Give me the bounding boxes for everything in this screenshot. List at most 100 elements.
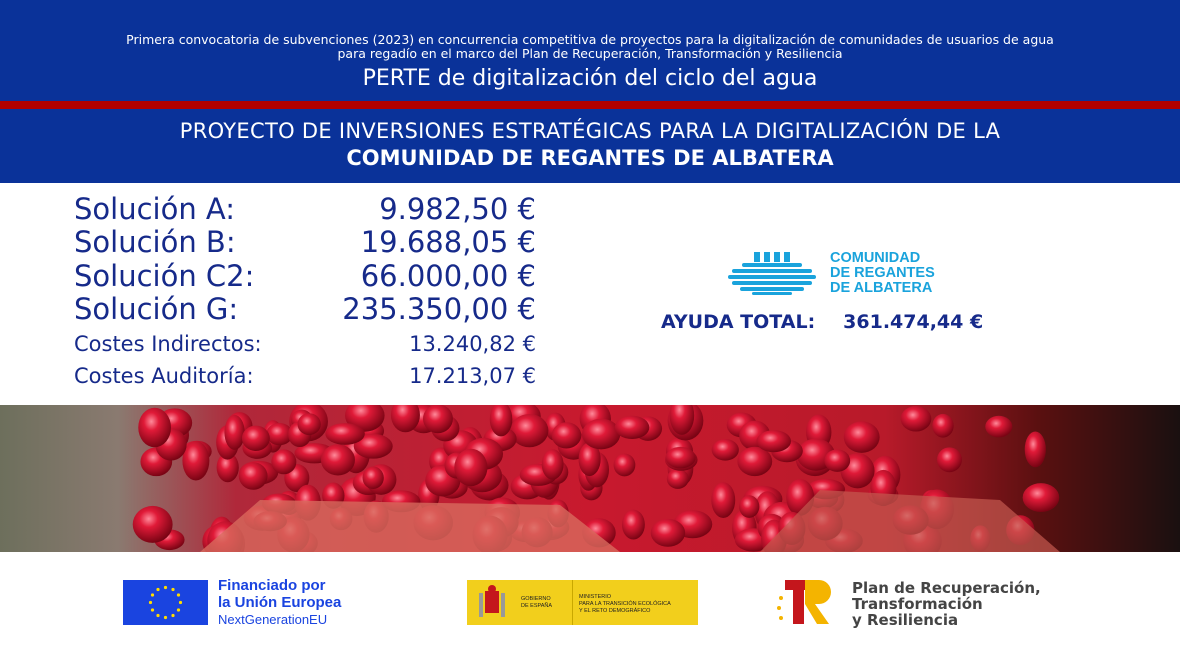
call-subtitle: Primera convocatoria de subvenciones (20… xyxy=(0,33,1180,61)
pomegranate-seed xyxy=(489,405,513,437)
pomegranate-seed xyxy=(739,495,760,518)
pomegranate-seed xyxy=(325,423,365,445)
eu-star xyxy=(148,600,153,605)
project-title-line2: COMUNIDAD DE REGANTES DE ALBATERA xyxy=(346,146,834,170)
pomegranate-seed xyxy=(613,453,636,477)
eu-star xyxy=(156,613,160,618)
pomegranate-seed xyxy=(932,413,954,438)
pomegranate-seed xyxy=(362,466,384,490)
perte-title: PERTE de digitalización del ciclo del ag… xyxy=(362,66,818,91)
prtr-line: y Resiliencia xyxy=(852,611,959,629)
pomegranate-seed xyxy=(936,447,962,473)
pomegranate-seed xyxy=(241,425,270,452)
pomegranate-seed xyxy=(900,405,932,432)
eu-star xyxy=(150,608,155,612)
pomegranate-seed xyxy=(551,422,582,449)
coat-of-arms-icon xyxy=(479,585,505,617)
cost-row: Solución A: 9.982,50 € xyxy=(74,192,536,226)
pomegranate-seed xyxy=(582,418,621,450)
pomegranate-seed xyxy=(737,446,773,477)
cost-row: Costes Auditoría: 17.213,07 € xyxy=(74,364,536,388)
pomegranate-seed xyxy=(621,509,645,540)
pomegranate-seed xyxy=(297,413,321,436)
pomegranate-seed xyxy=(669,405,695,435)
pomegranate-seed xyxy=(422,405,453,434)
cost-label: Solución G: xyxy=(74,292,239,326)
eu-line: NextGenerationEU xyxy=(218,612,328,627)
pomegranate-seed xyxy=(756,430,792,453)
eu-star xyxy=(156,587,160,592)
total-label: AYUDA TOTAL: xyxy=(661,311,816,333)
subtitle-line-1: Primera convocatoria de subvenciones (20… xyxy=(126,32,1054,47)
pomegranate-seed xyxy=(578,442,601,477)
cost-row: Costes Indirectos: 13.240,82 € xyxy=(74,332,536,356)
pomegranate-seed xyxy=(320,444,355,476)
cost-label: Costes Indirectos: xyxy=(74,332,262,356)
prtr-line: Transformación xyxy=(852,595,983,613)
gob-text: PARA LA TRANSICIÓN ECOLÓGICA xyxy=(579,601,671,607)
cost-value: 66.000,00 € xyxy=(360,259,536,293)
pomegranate-seed xyxy=(666,468,689,489)
pomegranate-seed xyxy=(824,449,851,472)
pomegranate-seed xyxy=(216,452,239,483)
pomegranate-seed xyxy=(541,449,564,480)
pomegranate-seed xyxy=(711,439,739,461)
pomegranate-seed xyxy=(138,407,172,448)
eu-line: Financiado por xyxy=(218,577,326,594)
eu-funding-text: Financiado por la Unión Europea NextGene… xyxy=(218,578,341,628)
prtr-text: Plan de Recuperación, Transformación y R… xyxy=(852,580,1041,628)
pomegranate-seed xyxy=(182,440,210,481)
pomegranate-seed xyxy=(1022,483,1060,512)
pomegranate-seed xyxy=(454,448,488,487)
gob-text: GOBIERNO xyxy=(521,596,551,602)
gob-text: Y EL RETO DEMOGRÁFICO xyxy=(579,608,651,614)
pomegranate-seed xyxy=(510,414,549,448)
pomegranate-seed xyxy=(985,415,1013,438)
gob-text: DE ESPAÑA xyxy=(521,603,553,609)
cost-value: 19.688,05 € xyxy=(360,225,536,259)
cost-label: Solución C2: xyxy=(74,259,255,293)
pomegranate-seed xyxy=(1024,431,1046,468)
pomegranate-photo xyxy=(0,405,1180,552)
eu-star xyxy=(176,608,181,612)
comunidad-regantes-logo: COMUNIDAD DE REGANTES DE ALBATERA xyxy=(728,250,935,296)
pomegranate-seeds-image xyxy=(132,405,1060,552)
header-banner: Primera convocatoria de subvenciones (20… xyxy=(0,0,1180,101)
pomegranate-seed xyxy=(665,446,696,469)
cost-value: 235.350,00 € xyxy=(342,292,536,326)
pomegranate-seed xyxy=(271,449,297,475)
eu-star xyxy=(178,600,183,605)
water-ripple-icon xyxy=(728,252,816,295)
eu-line: la Unión Europea xyxy=(218,594,342,611)
cost-row: Solución B: 19.688,05 € xyxy=(74,225,536,259)
pomegranate-seed xyxy=(650,518,686,547)
logo-text-line: DE ALBATERA xyxy=(830,279,933,296)
eu-star xyxy=(150,593,155,597)
eu-flag-icon xyxy=(123,580,208,625)
gobierno-espana-logo: GOBIERNO DE ESPAÑA MINISTERIO PARA LA TR… xyxy=(467,580,698,625)
pomegranate-seed xyxy=(224,414,245,450)
cost-label: Costes Auditoría: xyxy=(74,364,254,388)
cost-label: Solución B: xyxy=(74,225,236,259)
pomegranate-seed xyxy=(614,415,650,439)
cost-row: Solución G: 235.350,00 € xyxy=(74,292,536,326)
eu-star xyxy=(163,615,168,620)
cost-value: 13.240,82 € xyxy=(409,332,536,356)
pomegranate-seed xyxy=(843,421,880,453)
eu-star xyxy=(176,593,181,597)
total-aid: AYUDA TOTAL: 361.474,44 € xyxy=(661,311,983,333)
pomegranate-seed xyxy=(132,505,173,543)
prtr-logo-icon xyxy=(777,580,831,624)
eu-stars-icon xyxy=(148,585,183,620)
eu-star xyxy=(171,613,175,618)
pomegranate-seed xyxy=(266,422,293,446)
cost-label: Solución A: xyxy=(74,192,236,226)
cost-row: Solución C2: 66.000,00 € xyxy=(74,259,536,293)
logo-text-line: DE REGANTES xyxy=(830,264,935,281)
pomegranate-seed xyxy=(390,405,420,433)
cost-value: 17.213,07 € xyxy=(409,364,536,388)
pomegranate-seed xyxy=(711,482,736,519)
pomegranate-seed xyxy=(353,433,393,459)
gob-text: MINISTERIO xyxy=(579,594,612,600)
logo-text-line: COMUNIDAD xyxy=(830,249,921,266)
